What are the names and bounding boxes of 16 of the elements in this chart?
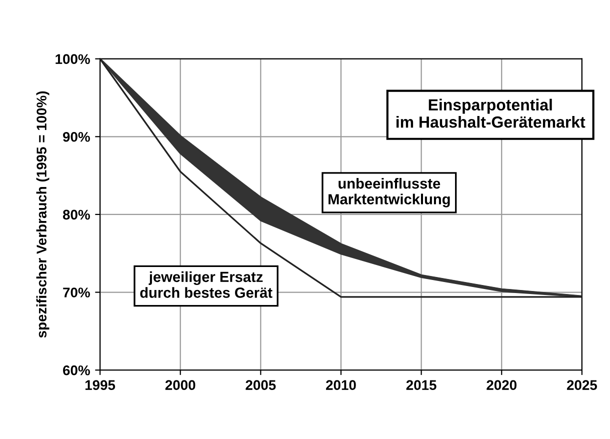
y-tick-label: 100% xyxy=(56,54,90,64)
x-tick-label: 2015 xyxy=(406,380,436,390)
y-tick-label: 90% xyxy=(63,132,90,142)
x-tick-label: 1995 xyxy=(85,380,116,390)
series-label: unbeeinflusste Marktentwicklung xyxy=(328,178,450,208)
y-tick-label: 80% xyxy=(62,210,90,220)
y-axis-title: spezifischer Verbrauch (1995 = 100%) xyxy=(36,91,50,338)
series-label: jeweiliger Ersatz durch bestes Gerät xyxy=(140,271,272,298)
x-tick-label: 2025 xyxy=(566,380,598,390)
y-tick-label: 70% xyxy=(63,288,90,298)
x-tick-label: 2020 xyxy=(486,380,517,390)
x-tick-label: 2010 xyxy=(326,380,356,390)
x-tick-label: 2000 xyxy=(165,380,196,390)
text: Einsparpotential im Haushalt-Gerätemarkt xyxy=(396,98,586,128)
y-tick-label: 60% xyxy=(63,365,90,376)
x-tick-label: 2005 xyxy=(246,380,276,390)
